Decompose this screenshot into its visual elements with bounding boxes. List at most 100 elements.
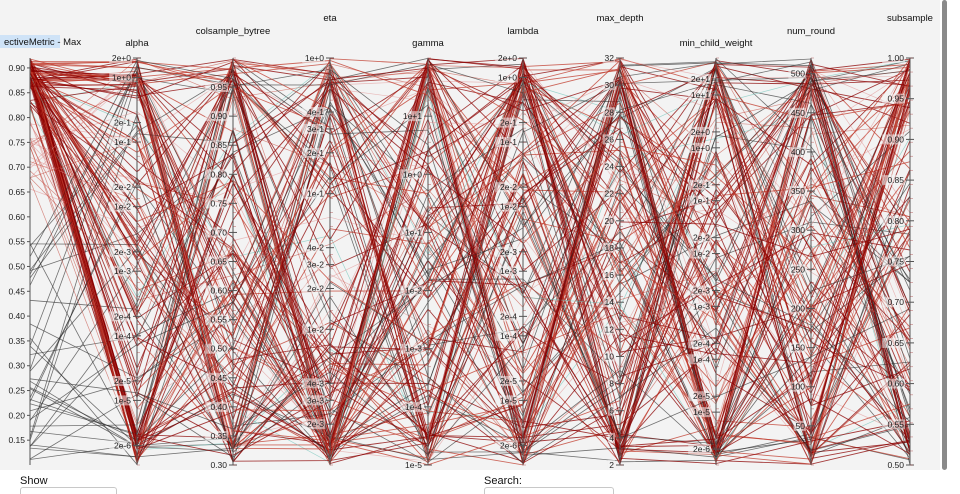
series-line xyxy=(29,59,911,444)
tick-label-bg xyxy=(495,266,518,277)
axis-tick-label: 0.70 xyxy=(210,227,227,237)
metric-tick-label: 0.85 xyxy=(8,88,25,98)
axis-tick-label: 6 xyxy=(609,406,614,416)
tick-label-bg xyxy=(495,117,518,128)
tick-label-bg xyxy=(688,444,711,455)
tick-label-bg xyxy=(205,460,228,470)
axis-tick-label: 1e-1 xyxy=(405,227,422,237)
tick-label-bg xyxy=(205,111,228,122)
axis-tick-label: 22 xyxy=(605,189,615,199)
tick-label-bg xyxy=(205,169,228,180)
series-line xyxy=(29,72,911,461)
vertical-scrollbar[interactable] xyxy=(940,0,960,491)
tick-label-bg xyxy=(882,175,905,186)
tick-label-bg xyxy=(495,375,518,386)
tick-label-bg xyxy=(602,297,615,308)
series-line xyxy=(29,58,911,455)
tick-label-bg xyxy=(495,246,518,257)
series-line xyxy=(29,62,911,466)
axis-tick-label: 1e-3 xyxy=(693,301,710,311)
series-line xyxy=(29,130,911,458)
series-line xyxy=(29,64,911,427)
tick-label-bg xyxy=(302,123,325,134)
metric-tick-label: 0.40 xyxy=(8,311,25,321)
tick-label-bg xyxy=(109,182,132,193)
tick-label-bg xyxy=(109,246,132,257)
tick-label-bg xyxy=(688,391,711,402)
series-line xyxy=(29,112,911,456)
tick-label-bg xyxy=(109,266,132,277)
tick-label-bg xyxy=(882,215,905,226)
metric-tick-label: 0.70 xyxy=(8,162,25,172)
axis-tick-label: 1e-3 xyxy=(114,266,131,276)
axis-tick-label: 0.45 xyxy=(210,373,227,383)
axis-tick-label: 4 xyxy=(609,433,614,443)
tick-label-bg xyxy=(205,401,228,412)
axis-title-colsample_bytree: colsample_bytree xyxy=(196,26,270,37)
axis-tick-label: 4e-3 xyxy=(307,378,324,388)
tick-label-bg xyxy=(602,188,615,199)
metric-tick-label: 0.35 xyxy=(8,336,25,346)
axis-tick-label: 1e-1 xyxy=(114,137,131,147)
axis-tick-label: 0.60 xyxy=(887,379,904,389)
series-line xyxy=(29,62,911,465)
tick-label-bg xyxy=(205,82,228,93)
axis-tick-label: 1e-4 xyxy=(693,354,710,364)
tick-label-bg xyxy=(495,440,518,451)
axis-tick-label: 2e-4 xyxy=(693,338,710,348)
tick-label-bg xyxy=(400,111,423,122)
series-line xyxy=(29,61,911,442)
axis-tick-label: 2e-2 xyxy=(114,182,131,192)
axis-tick-label: 18 xyxy=(605,243,615,253)
scrollbar-thumb[interactable] xyxy=(942,0,947,470)
tick-label-bg xyxy=(688,301,711,312)
axis-tick-label: 2e-1 xyxy=(500,118,517,128)
axis-tick-label: 2e-2 xyxy=(307,283,324,293)
axis-tick-label: 1e-1 xyxy=(693,196,710,206)
tick-label-bg xyxy=(205,140,228,151)
tick-label-bg xyxy=(109,201,132,212)
axis-tick-label: 1e-4 xyxy=(405,402,422,412)
axis-title-gamma: gamma xyxy=(412,38,444,49)
tick-label-bg xyxy=(882,378,905,389)
tick-label-bg xyxy=(788,381,806,392)
axis-tick-label: 2e-6 xyxy=(114,441,131,451)
tick-label-bg xyxy=(205,430,228,441)
series-line xyxy=(29,67,911,441)
tick-label-bg xyxy=(400,401,423,412)
series-line xyxy=(29,69,911,460)
tick-label-bg xyxy=(602,324,615,335)
axis-tick-label: 0.65 xyxy=(887,338,904,348)
axis-tick-label: 2e-6 xyxy=(500,441,517,451)
series-line xyxy=(29,65,911,451)
series-line xyxy=(29,78,911,451)
tick-label-bg xyxy=(788,186,806,197)
series-line xyxy=(29,63,911,456)
tick-label-bg xyxy=(109,330,132,341)
axis-tick-label: 2e-3 xyxy=(114,247,131,257)
tick-label-bg xyxy=(788,342,806,353)
tick-label-bg xyxy=(109,72,132,83)
series-line xyxy=(29,62,911,464)
axis-tick-label: 200 xyxy=(791,303,805,313)
metric-tick-label: 0.90 xyxy=(8,63,25,73)
series-line xyxy=(29,58,911,446)
axes-group: 0.90 0.85 0.80 0.75 0.70 0.65 0.60 0.55 0.50 0.45… xyxy=(8,53,914,470)
tick-label-bg xyxy=(688,232,711,243)
axis-tick-label: 3e-2 xyxy=(307,260,324,270)
metric-tick-label: 0.15 xyxy=(8,435,25,445)
axis-tick-label: 0.50 xyxy=(887,460,904,470)
axis-tick-label: 500 xyxy=(791,69,805,79)
tick-label-bg xyxy=(495,72,518,83)
tick-label-bg xyxy=(793,420,806,431)
axis-tick-label: 1e-2 xyxy=(500,202,517,212)
tick-label-bg xyxy=(400,169,423,180)
series-line xyxy=(29,65,911,466)
tick-label-bg xyxy=(495,53,518,63)
metric-tick-label: 0.45 xyxy=(8,286,25,296)
series-line xyxy=(29,59,911,457)
tick-label-bg xyxy=(688,338,711,349)
tick-label-bg xyxy=(495,137,518,148)
axis-tick-label: 2e-3 xyxy=(693,285,710,295)
series-line xyxy=(29,64,911,465)
